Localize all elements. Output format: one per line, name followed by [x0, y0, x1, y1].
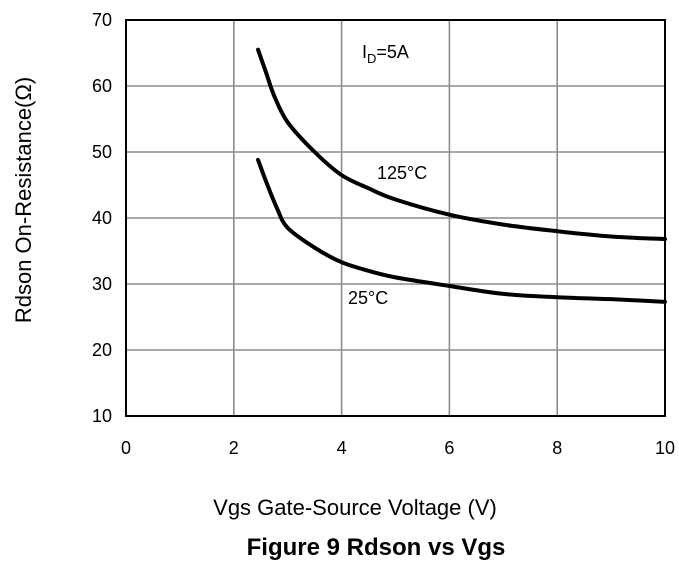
y-tick-label: 40: [92, 208, 112, 228]
series-curves: [256, 47, 667, 304]
x-axis-title: Vgs Gate-Source Voltage (V): [213, 495, 497, 520]
tick-labels: 0 2 4 6 8 10 10 20 30 40 50 60 70: [92, 10, 675, 458]
series-curve-25c: [256, 157, 667, 304]
x-tick-label: 2: [229, 438, 239, 458]
annotation-main: I: [362, 42, 367, 62]
figure-caption: Figure 9 Rdson vs Vgs: [247, 534, 506, 561]
x-tick-label: 10: [655, 438, 675, 458]
y-tick-label: 70: [92, 10, 112, 30]
x-tick-label: 0: [121, 438, 131, 458]
x-tick-label: 8: [552, 438, 562, 458]
y-tick-label: 30: [92, 274, 112, 294]
y-tick-label: 60: [92, 76, 112, 96]
series-label-25c: 25°C: [348, 288, 388, 308]
x-tick-label: 4: [337, 438, 347, 458]
annotation-rest: =5A: [376, 42, 409, 62]
series-curve-125c: [256, 47, 667, 242]
series-label-125c: 125°C: [377, 163, 427, 183]
y-tick-label: 20: [92, 340, 112, 360]
plot-frame: [125, 19, 666, 417]
annotation-subscript: D: [367, 51, 376, 66]
y-tick-label: 50: [92, 142, 112, 162]
grid: [126, 20, 665, 416]
x-tick-label: 6: [444, 438, 454, 458]
drain-current-annotation: ID=5A: [362, 42, 409, 66]
y-axis-title: Rdson On-Resistance(Ω): [11, 77, 36, 323]
y-tick-label: 10: [92, 406, 112, 426]
